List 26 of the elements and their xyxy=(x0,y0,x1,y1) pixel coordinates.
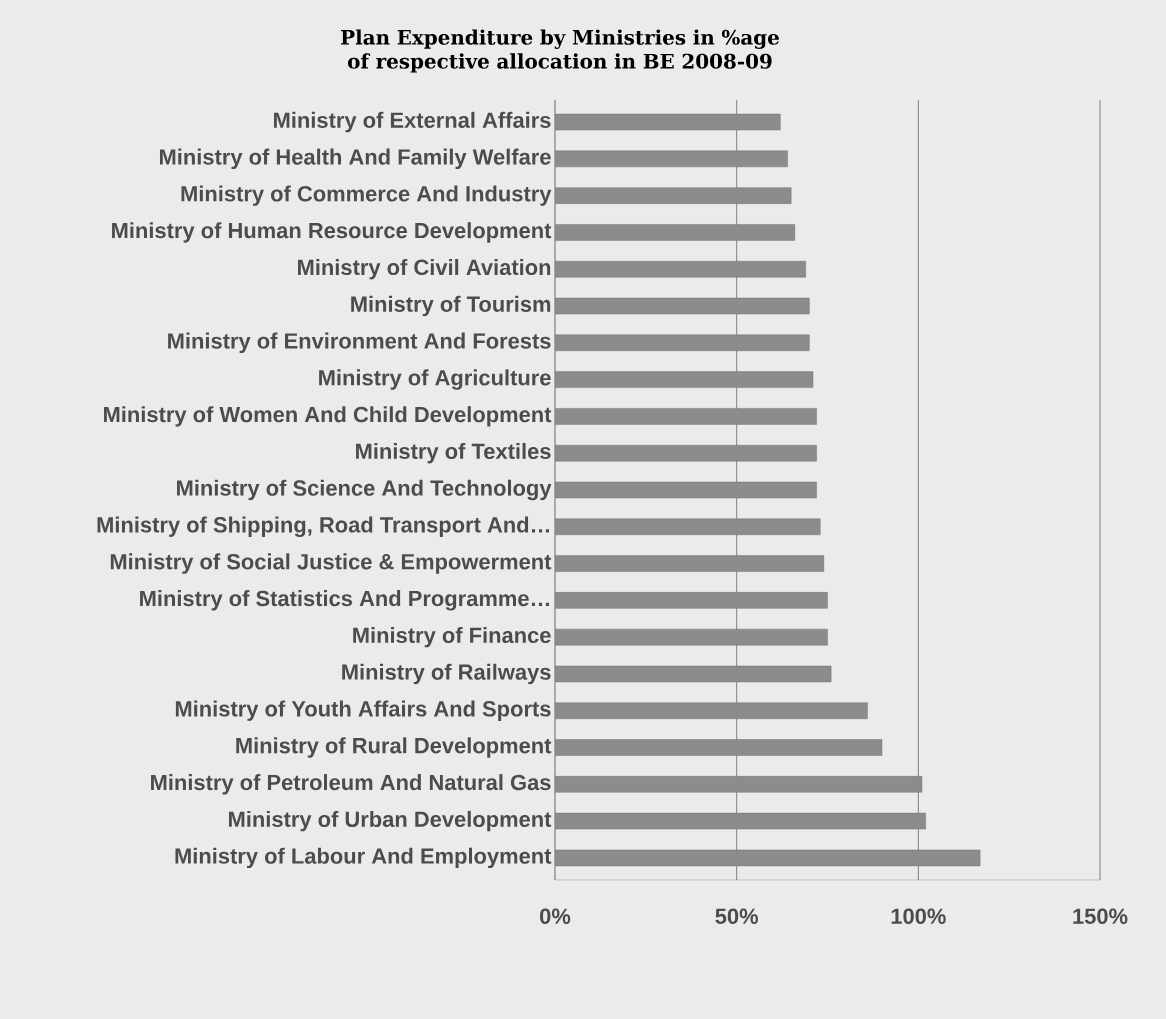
y-tick-label: Ministry of Rural Development xyxy=(236,737,552,758)
y-tick-label: Ministry of Statistics And Programme… xyxy=(140,590,549,611)
y-tick-label: Ministry of Commerce And Industry xyxy=(181,185,552,206)
y-tick-label: Ministry of Health And Family Welfare xyxy=(159,148,551,170)
y-tick-label: Ministry of Environment And Forests xyxy=(168,332,551,354)
y-tick-label: Ministry of Finance xyxy=(353,626,551,648)
y-tick-label: Ministry of Textiles xyxy=(356,442,551,464)
y-tick-label: Ministry of Agriculture xyxy=(319,369,551,390)
y-tick-label: Ministry of Civil Aviation xyxy=(298,259,551,280)
x-tick-label: 50% xyxy=(715,908,759,925)
y-tick-label: Ministry of Tourism xyxy=(351,295,551,317)
chart-title: Plan Expenditure by Ministries in %age of respective allocation in BE 2008-09 xyxy=(341,29,779,73)
y-tick-label: Ministry of Youth Affairs And Sports xyxy=(175,700,551,721)
y-tick-label: Ministry of External Affairs xyxy=(274,111,551,133)
x-tick-label: 0% xyxy=(540,908,571,925)
x-tick-label: 100% xyxy=(891,908,946,925)
y-tick-label: Ministry of Railways xyxy=(342,663,551,685)
y-tick-label: Ministry of Petroleum And Natural Gas xyxy=(151,774,551,795)
y-tick-label: Ministry of Urban Development xyxy=(229,810,552,832)
y-tick-label: Ministry of Social Justice & Empowerment xyxy=(110,553,552,574)
y-tick-label: Ministry of Women And Child Development xyxy=(104,406,552,427)
y-tick-label: Ministry of Labour And Employment xyxy=(175,847,552,869)
y-tick-label: Ministry of Human Resource Development xyxy=(112,222,552,243)
y-tick-label: Ministry of Shipping, Road Transport And… xyxy=(97,516,550,538)
y-tick-label: Ministry of Science And Technology xyxy=(177,479,552,501)
x-tick-label: 150% xyxy=(1073,908,1128,925)
